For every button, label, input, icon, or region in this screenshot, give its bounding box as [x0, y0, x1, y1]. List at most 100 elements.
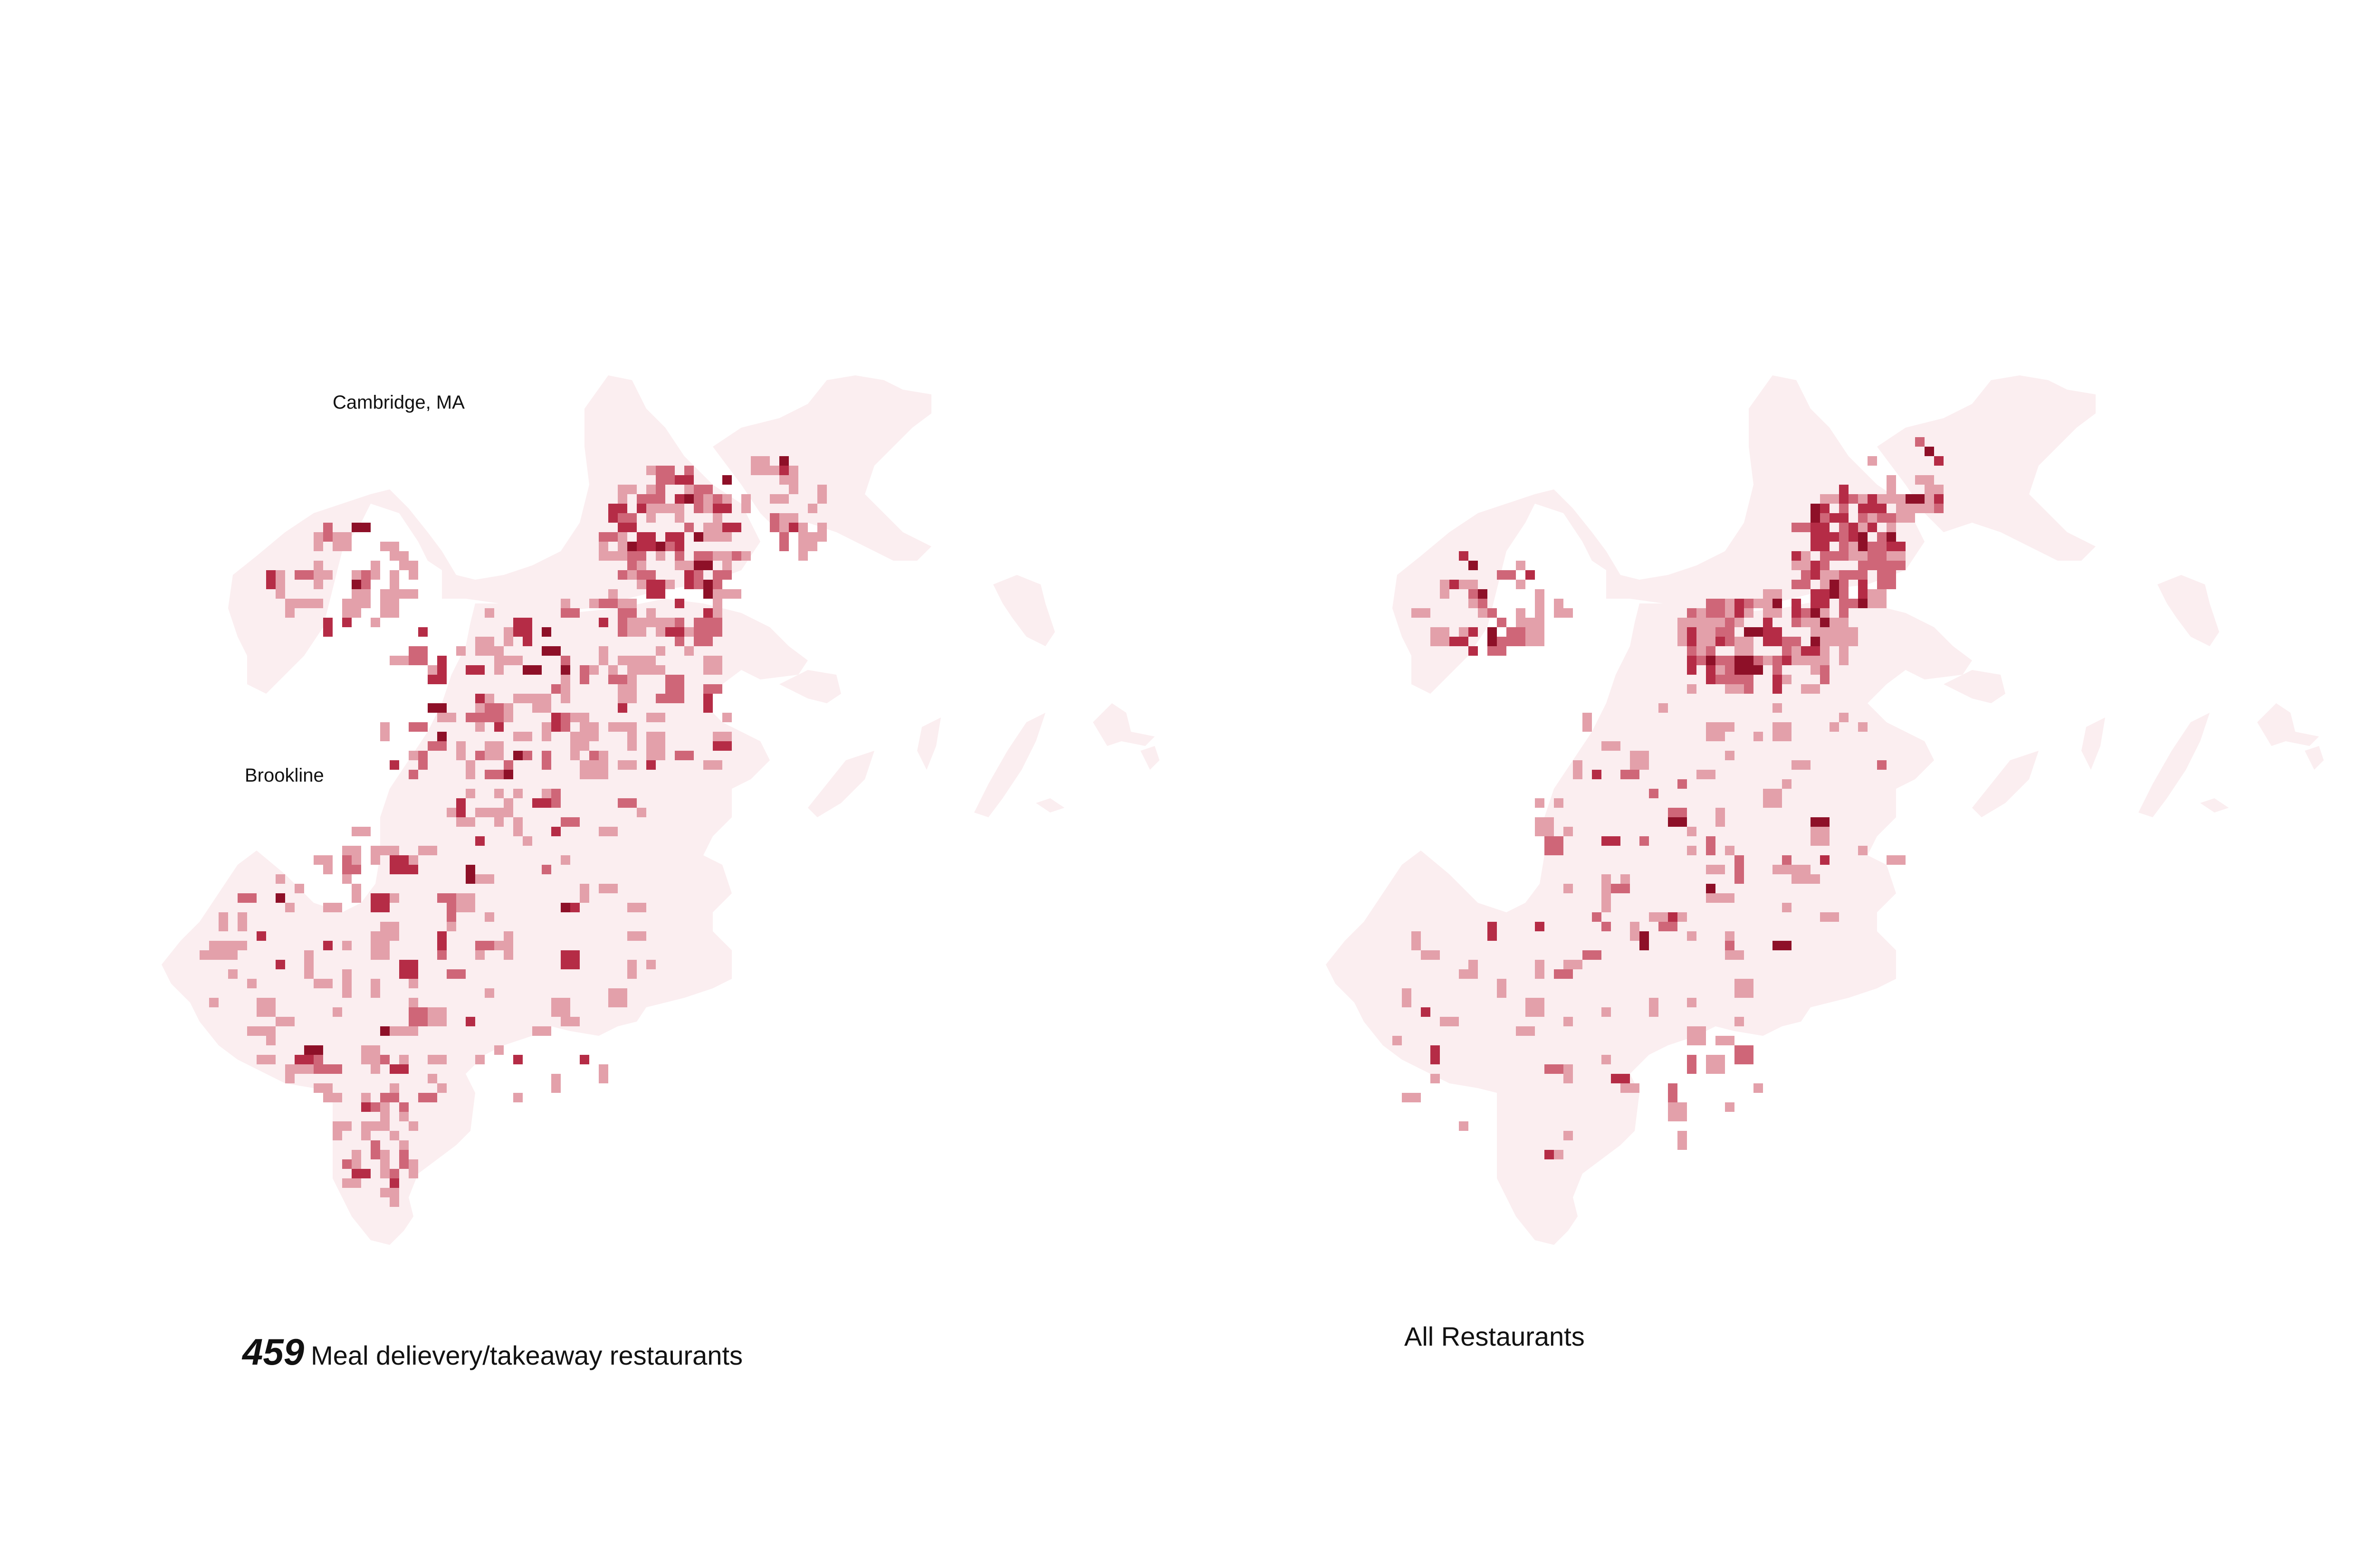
- land-island-5: [1093, 703, 1155, 746]
- delivery-cell: [599, 646, 608, 665]
- delivery-cell: [409, 865, 418, 874]
- restaurant-cell: [1601, 922, 1611, 931]
- land-island-2: [974, 713, 1045, 817]
- restaurant-cell: [1668, 817, 1687, 827]
- delivery-cell: [618, 532, 627, 551]
- restaurant-cell: [1925, 504, 1934, 513]
- restaurant-cell: [1782, 722, 1792, 732]
- delivery-cell: [513, 817, 523, 836]
- delivery-cell: [504, 656, 523, 665]
- delivery-cell: [475, 1055, 485, 1064]
- delivery-cell: [646, 713, 665, 722]
- restaurant-cell: [1506, 627, 1525, 637]
- restaurant-cell: [1468, 646, 1478, 656]
- delivery-cell: [295, 599, 314, 608]
- delivery-cell: [399, 1112, 409, 1121]
- delivery-cell: [637, 570, 656, 580]
- restaurant-cell: [1706, 884, 1715, 893]
- restaurant-cell: [1839, 713, 1849, 722]
- restaurant-cell: [1725, 941, 1734, 950]
- restaurant-cell: [1811, 874, 1820, 884]
- delivery-cell: [599, 1064, 608, 1083]
- delivery-cell: [580, 722, 599, 741]
- restaurant-cell: [1782, 779, 1792, 789]
- delivery-cell: [570, 713, 589, 722]
- delivery-cell: [504, 798, 513, 817]
- delivery-cell: [504, 931, 513, 941]
- restaurant-cell: [1687, 627, 1696, 637]
- delivery-cell: [713, 513, 722, 523]
- delivery-cell: [589, 751, 599, 760]
- delivery-cell: [466, 760, 475, 779]
- restaurant-cell: [1877, 532, 1887, 542]
- delivery-cell: [561, 675, 570, 694]
- delivery-cell: [352, 827, 371, 836]
- delivery-cell: [390, 1131, 399, 1140]
- delivery-cell: [456, 741, 466, 760]
- restaurant-cell: [1554, 1150, 1563, 1159]
- restaurant-cell: [1706, 865, 1725, 874]
- delivery-cell: [703, 684, 722, 694]
- delivery-cell: [618, 599, 637, 608]
- delivery-cell: [542, 627, 551, 637]
- restaurant-cell: [1535, 589, 1544, 608]
- delivery-cell: [713, 570, 732, 580]
- delivery-cell: [494, 817, 504, 827]
- delivery-cell: [627, 618, 646, 637]
- delivery-cell: [304, 960, 314, 979]
- restaurant-cell: [1801, 684, 1820, 694]
- restaurant-cell: [1677, 627, 1687, 646]
- restaurant-cell: [1887, 561, 1906, 570]
- delivery-cell: [371, 561, 380, 580]
- delivery-cell: [456, 646, 466, 656]
- delivery-cell: [627, 931, 646, 941]
- restaurant-cell: [1459, 551, 1468, 561]
- delivery-cell: [808, 532, 817, 551]
- delivery-cell: [390, 656, 409, 665]
- restaurant-cell: [1877, 570, 1896, 589]
- delivery-cell: [257, 1055, 276, 1064]
- land-island-8: [779, 670, 841, 703]
- delivery-cell: [323, 855, 333, 874]
- delivery-cell: [656, 485, 665, 504]
- delivery-cell: [228, 969, 238, 979]
- delivery-cell: [390, 1083, 399, 1093]
- restaurant-cell: [1487, 922, 1497, 941]
- restaurant-cell: [1687, 846, 1696, 855]
- delivery-cell: [314, 570, 323, 589]
- delivery-cell: [447, 808, 456, 817]
- restaurant-cell: [1563, 1064, 1573, 1074]
- delivery-cell: [561, 713, 570, 732]
- restaurant-cell: [1506, 637, 1525, 646]
- delivery-cell: [323, 1093, 333, 1102]
- delivery-cell: [418, 846, 437, 855]
- restaurant-cell: [1497, 979, 1506, 998]
- restaurant-cell: [1687, 827, 1696, 836]
- restaurant-cell: [1839, 627, 1858, 646]
- delivery-cell: [599, 532, 608, 542]
- restaurant-cell: [1468, 589, 1478, 599]
- restaurant-cell: [1478, 608, 1487, 618]
- delivery-cell: [409, 998, 418, 1007]
- delivery-cell: [456, 817, 475, 827]
- restaurant-cell: [1772, 941, 1792, 950]
- restaurant-cell: [1725, 751, 1734, 760]
- restaurant-cell: [1725, 684, 1744, 694]
- density-cells-all: [1392, 437, 1944, 1159]
- delivery-cell: [475, 950, 485, 960]
- land-cambridge: [228, 375, 760, 694]
- restaurant-cell: [1763, 618, 1772, 627]
- delivery-cell: [713, 589, 732, 599]
- delivery-cell: [646, 466, 656, 475]
- delivery-cell: [352, 523, 371, 532]
- delivery-cell: [314, 979, 333, 988]
- delivery-cell: [675, 751, 694, 760]
- restaurant-cell: [1839, 570, 1858, 580]
- delivery-cell: [390, 542, 399, 551]
- restaurant-cell: [1516, 608, 1525, 627]
- delivery-cell: [656, 504, 665, 513]
- restaurant-cell: [1839, 485, 1849, 504]
- delivery-cell: [551, 789, 561, 808]
- delivery-cell: [665, 580, 675, 589]
- delivery-cell: [665, 542, 675, 551]
